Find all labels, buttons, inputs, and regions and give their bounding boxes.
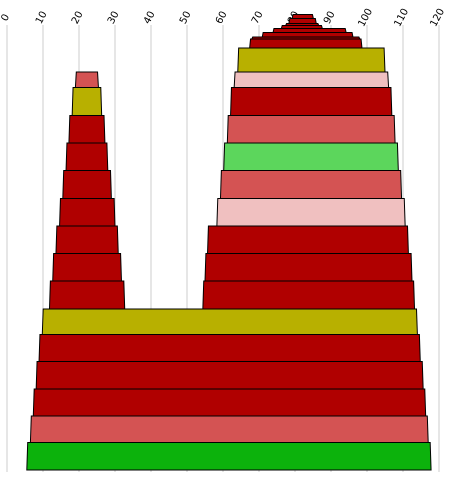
layer-band-31	[288, 18, 317, 24]
layer-band-18	[68, 115, 106, 144]
layer-band-23	[233, 71, 390, 88]
layer-band-20	[71, 87, 103, 116]
x-tick-label-10: 10	[34, 10, 50, 26]
layer-band-2	[32, 388, 427, 417]
x-tick-label-90: 90	[322, 10, 338, 26]
layer-band-19	[226, 115, 396, 144]
x-tick-label-120: 120	[428, 7, 447, 29]
x-tick-label-70: 70	[250, 10, 266, 26]
layer-band-27	[261, 32, 354, 38]
x-tick-labels: 0102030405060708090100110120	[0, 7, 447, 29]
layer-band-15	[219, 170, 403, 199]
x-tick-label-50: 50	[178, 10, 194, 26]
layer-band-5	[41, 308, 418, 335]
x-tick-label-20: 20	[70, 10, 86, 26]
x-tick-label-0: 0	[0, 12, 12, 23]
layer-band-0	[26, 442, 432, 471]
layer-band-1	[29, 415, 429, 443]
layer-band-24	[237, 47, 386, 73]
x-tick-label-60: 60	[214, 10, 230, 26]
layer-band-21	[230, 87, 393, 116]
x-tick-label-100: 100	[356, 7, 375, 29]
layer-band-12	[59, 198, 116, 227]
x-tick-label-30: 30	[106, 10, 122, 26]
layer-band-9	[204, 253, 413, 282]
layer-band-17	[223, 142, 399, 171]
stacked-layers	[26, 14, 432, 471]
layer-band-8	[52, 253, 122, 282]
layer-band-10	[55, 225, 119, 254]
layer-band-29	[280, 25, 324, 29]
layer-band-28	[272, 28, 347, 33]
layer-band-22	[74, 71, 99, 88]
layer-band-13	[216, 198, 406, 227]
x-tick-label-40: 40	[142, 10, 158, 26]
layer-band-16	[65, 142, 109, 171]
layer-band-7	[202, 280, 416, 310]
layer-band-25	[249, 38, 363, 49]
layer-band-3	[35, 361, 424, 390]
layer-band-14	[62, 170, 112, 199]
x-tick-label-110: 110	[392, 7, 411, 29]
layer-band-6	[48, 280, 126, 310]
layer-band-32	[291, 14, 314, 19]
layer-band-4	[38, 334, 421, 362]
layer-band-11	[207, 225, 409, 254]
